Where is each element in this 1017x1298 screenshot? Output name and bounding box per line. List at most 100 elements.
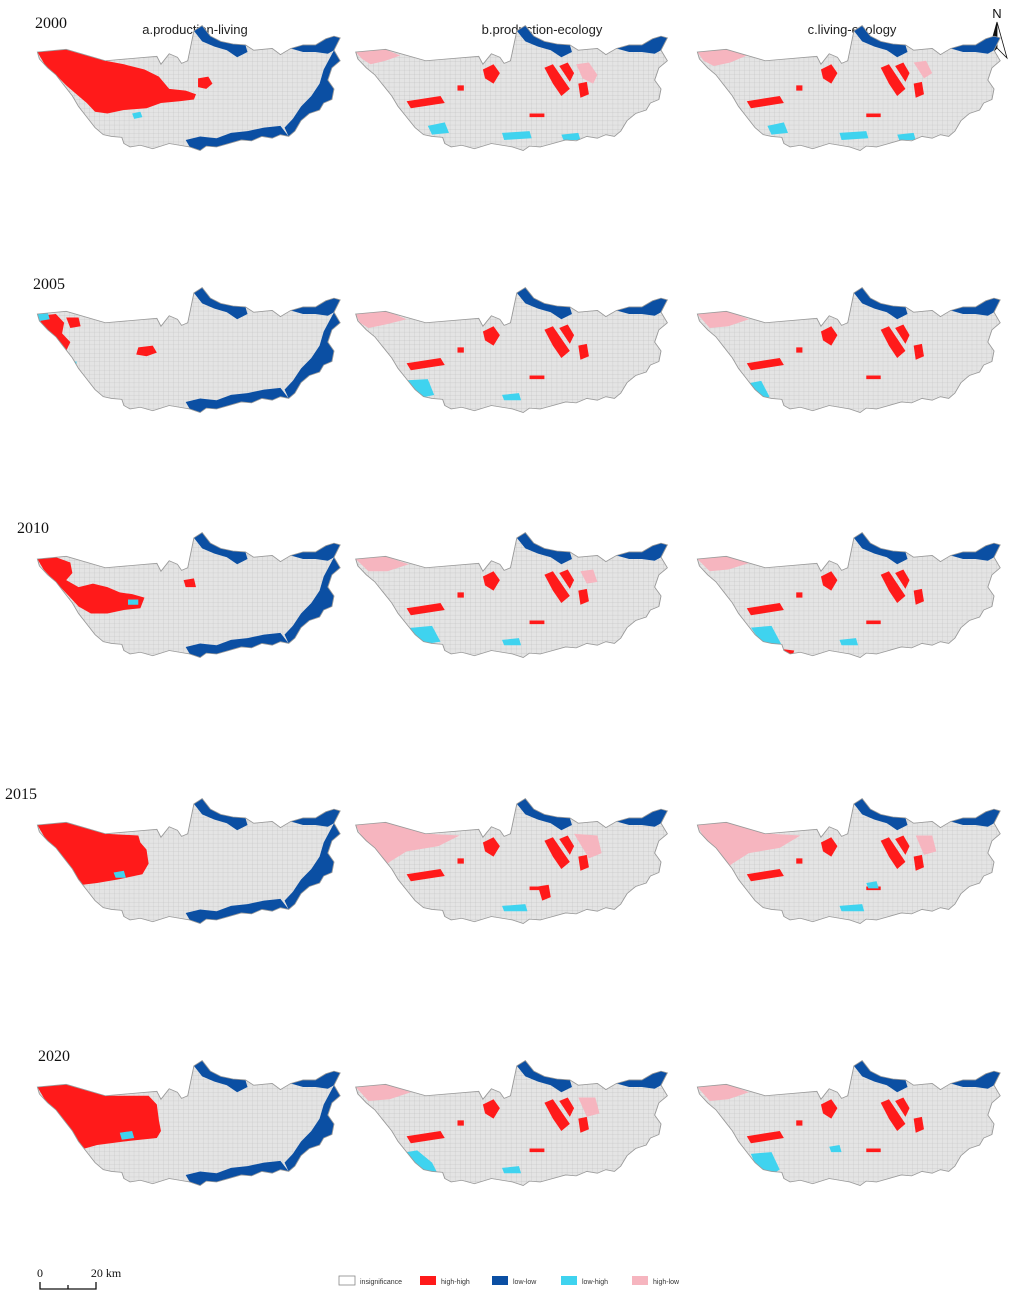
- legend-label-high-low: high-low: [653, 1279, 680, 1286]
- legend-swatch-low-high: [561, 1276, 577, 1285]
- map-panel-2010-living-ecology: [696, 532, 1001, 659]
- map-panel-2015-production-living: [36, 798, 341, 925]
- cluster-patch-low-high: [132, 111, 143, 119]
- cluster-patch-high-high: [913, 1116, 924, 1133]
- cluster-patch-high-high: [913, 854, 924, 871]
- cluster-patch-high-high: [796, 85, 803, 91]
- legend-item-insignificance: insignificance: [338, 1275, 402, 1286]
- cluster-patch-low-high: [502, 638, 522, 646]
- cluster-patch-high-high: [820, 326, 838, 346]
- cluster-patch-high-high: [866, 375, 881, 380]
- legend-label-insignificance: insignificance: [360, 1279, 402, 1286]
- cluster-patch-low-low: [185, 387, 289, 413]
- cluster-patch-high-high: [895, 569, 910, 589]
- cluster-patch-low-low: [185, 125, 289, 151]
- cluster-patch-low-high: [839, 131, 869, 140]
- cluster-patch-low-high: [128, 599, 139, 605]
- map-panel-2020-production-living: [36, 1060, 341, 1187]
- cluster-patch-high-high: [796, 347, 803, 353]
- map-panel-2005-production-ecology: [355, 287, 668, 414]
- cluster-patch-high-high: [913, 343, 924, 360]
- cluster-patch-high-high: [544, 1099, 570, 1131]
- map-panel-2005-production-living: [36, 287, 341, 414]
- cluster-patch-high-high: [746, 1130, 784, 1144]
- cluster-patch-low-low: [185, 898, 289, 924]
- cluster-patch-high-high: [796, 1120, 803, 1126]
- legend-item-low-low: low-low: [492, 1276, 537, 1286]
- cluster-patch-high-high: [820, 64, 838, 84]
- cluster-patch-high-low: [697, 49, 747, 67]
- cluster-patch-low-high: [839, 904, 865, 912]
- cluster-patch-high-high: [578, 1116, 589, 1133]
- cluster-patch-high-high: [866, 113, 881, 118]
- cluster-patch-high-high: [482, 571, 500, 591]
- map-panel-2010-production-living: [36, 532, 341, 659]
- cluster-patch-high-high: [406, 357, 445, 371]
- cluster-patch-high-high: [880, 1099, 906, 1131]
- scale-bar: 0 20 km: [37, 1266, 122, 1290]
- cluster-patch-high-high: [746, 357, 784, 371]
- cluster-patch-high-high: [406, 1130, 445, 1144]
- cluster-patch-low-high: [502, 393, 522, 401]
- cluster-patch-high-high: [559, 324, 575, 344]
- legend-label-low-high: low-high: [582, 1279, 608, 1286]
- cluster-patch-low-high: [750, 1152, 780, 1177]
- cluster-patch-low-high: [502, 131, 532, 140]
- cluster-patch-high-high: [406, 868, 445, 882]
- cluster-patch-high-high: [482, 64, 500, 84]
- cluster-patch-high-high: [820, 571, 838, 591]
- cluster-patch-high-high: [820, 1099, 838, 1119]
- cluster-patch-low-high: [866, 881, 879, 889]
- legend-item-high-high: high-high: [420, 1276, 470, 1286]
- legend-label-low-low: low-low: [513, 1279, 537, 1286]
- cluster-patch-low-high: [767, 122, 788, 135]
- cluster-patch-high-high: [759, 400, 780, 411]
- map-panel-2015-production-ecology: [355, 798, 668, 925]
- cluster-patch-high-high: [578, 588, 589, 605]
- map-panel-2000-living-ecology: [696, 25, 1001, 152]
- cluster-patch-high-high: [198, 76, 213, 89]
- cluster-patch-high-high: [866, 620, 881, 625]
- cluster-patch-low-high: [37, 312, 50, 321]
- cluster-patch-low-low: [284, 1085, 341, 1172]
- cluster-patch-high-low: [915, 835, 937, 855]
- cluster-patch-high-high: [895, 835, 910, 855]
- map-panel-2005-living-ecology: [696, 287, 1001, 414]
- cluster-patch-high-high: [538, 884, 551, 901]
- cluster-patch-high-high: [578, 854, 589, 871]
- year-label-2020: 2020: [38, 1048, 70, 1065]
- map-panel-2020-production-ecology: [355, 1060, 668, 1187]
- cluster-patch-high-high: [457, 85, 464, 91]
- cluster-patch-high-high: [183, 578, 196, 588]
- legend-swatch-high-low: [632, 1276, 648, 1285]
- cluster-patch-high-high: [913, 588, 924, 605]
- cluster-patch-high-low: [578, 1097, 600, 1117]
- cluster-patch-high-high: [880, 571, 906, 603]
- cluster-patch-high-high: [66, 317, 81, 329]
- cluster-patch-high-high: [544, 64, 570, 96]
- cluster-patch-high-high: [529, 620, 545, 625]
- cluster-patch-high-high: [529, 113, 545, 118]
- cluster-patch-low-low: [185, 632, 289, 658]
- cluster-patch-high-high: [895, 62, 910, 82]
- map-panel-2000-production-ecology: [355, 25, 668, 152]
- north-label: N: [992, 6, 1001, 21]
- cluster-patch-high-low: [697, 1084, 749, 1102]
- cluster-patch-high-high: [136, 345, 157, 357]
- cluster-patch-high-high: [457, 1120, 464, 1126]
- cluster-patch-high-high: [578, 343, 589, 360]
- cluster-patch-low-high: [839, 638, 859, 646]
- cluster-patch-high-high: [482, 326, 500, 346]
- cluster-patch-high-high: [482, 1099, 500, 1119]
- column-header-living-ecology: c.living-ecology: [808, 22, 897, 37]
- cluster-patch-high-low: [355, 556, 409, 572]
- cluster-patch-high-low: [697, 311, 749, 329]
- cluster-patch-high-high: [880, 837, 906, 869]
- cluster-patch-low-high: [561, 132, 581, 140]
- cluster-patch-high-low: [576, 62, 598, 84]
- cluster-patch-high-high: [913, 81, 924, 98]
- cluster-patch-high-high: [880, 326, 906, 358]
- cluster-patch-high-high: [529, 375, 545, 380]
- legend-item-low-high: low-high: [561, 1276, 608, 1286]
- cluster-patch-high-high: [796, 592, 803, 598]
